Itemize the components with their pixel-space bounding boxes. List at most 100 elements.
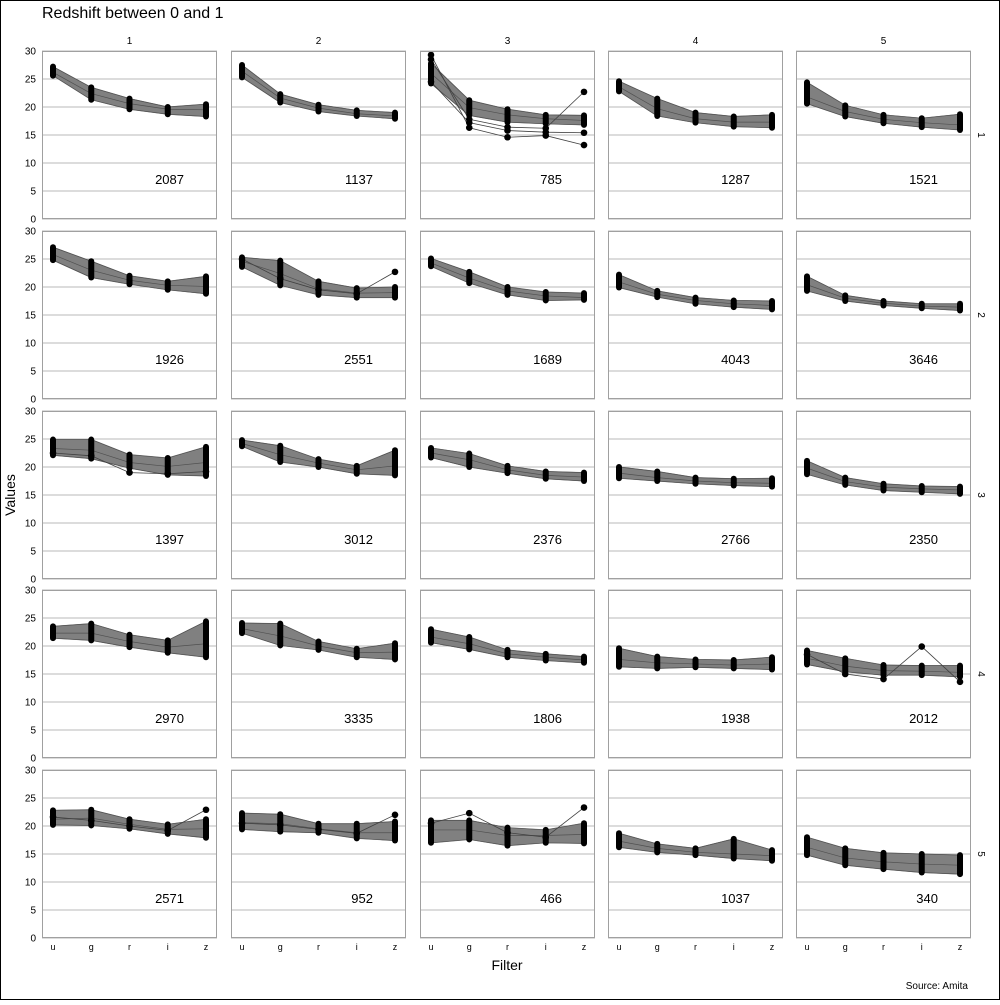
y-tick-label: 20 bbox=[25, 103, 37, 114]
data-point bbox=[880, 675, 887, 683]
column-label: 3 bbox=[505, 36, 511, 47]
x-tick-label: r bbox=[694, 942, 697, 952]
data-point bbox=[391, 268, 399, 276]
panel: 2970 bbox=[42, 589, 217, 759]
panel: 2087 bbox=[42, 50, 217, 220]
y-tick-label: 20 bbox=[25, 463, 37, 474]
data-point bbox=[580, 129, 588, 137]
panel-frame bbox=[231, 770, 406, 938]
panel-count-label: 2766 bbox=[721, 532, 750, 547]
y-tick-label: 25 bbox=[25, 614, 37, 625]
y-tick-label: 5 bbox=[30, 906, 36, 917]
data-point bbox=[542, 128, 550, 136]
panel-count-label: 2551 bbox=[344, 352, 373, 367]
x-tick-label: g bbox=[843, 942, 848, 952]
panel: 3012 bbox=[231, 410, 406, 580]
panel: 466 bbox=[420, 769, 595, 939]
data-point bbox=[391, 811, 399, 819]
x-tick-label: z bbox=[958, 942, 963, 952]
panel-frame bbox=[608, 411, 783, 579]
chart-title: Redshift between 0 and 1 bbox=[42, 5, 224, 22]
y-tick-label: 0 bbox=[30, 575, 36, 586]
panel-count-label: 2087 bbox=[155, 172, 184, 187]
data-point bbox=[465, 809, 473, 817]
x-tick-label: g bbox=[467, 942, 472, 952]
data-point bbox=[276, 821, 284, 829]
y-tick-label: 5 bbox=[30, 547, 36, 558]
panel-count-label: 1037 bbox=[721, 891, 750, 906]
data-point bbox=[580, 141, 588, 149]
panel: 340 bbox=[796, 769, 971, 939]
x-tick-label: r bbox=[128, 942, 131, 952]
y-tick-label: 5 bbox=[30, 726, 36, 737]
y-tick-label: 5 bbox=[30, 187, 36, 198]
x-tick-label: z bbox=[393, 942, 398, 952]
y-tick-label: 25 bbox=[25, 794, 37, 805]
panel-count-label: 1806 bbox=[533, 711, 562, 726]
data-point bbox=[315, 826, 322, 833]
y-tick-label: 5 bbox=[30, 367, 36, 378]
x-tick-label: r bbox=[506, 942, 509, 952]
panel: 1806 bbox=[420, 589, 595, 759]
panel-frame bbox=[796, 231, 971, 399]
panel: 3335 bbox=[231, 589, 406, 759]
y-tick-label: 25 bbox=[25, 435, 37, 446]
panel-count-label: 1521 bbox=[909, 172, 938, 187]
data-point bbox=[504, 829, 511, 837]
panel: 2571 bbox=[42, 769, 217, 939]
y-tick-label: 0 bbox=[30, 215, 36, 226]
y-axis-label: Values bbox=[2, 474, 18, 516]
x-tick-label: i bbox=[167, 942, 169, 952]
data-point bbox=[427, 56, 435, 63]
data-point bbox=[276, 275, 284, 282]
panel-count-label: 2376 bbox=[533, 532, 562, 547]
panel-frame bbox=[796, 51, 971, 219]
panel-frame bbox=[42, 231, 217, 399]
panel-frame bbox=[420, 51, 595, 219]
y-tick-label: 25 bbox=[25, 255, 37, 266]
data-point bbox=[803, 651, 811, 658]
column-label: 4 bbox=[693, 36, 699, 47]
y-tick-label: 10 bbox=[25, 878, 37, 889]
data-point bbox=[49, 813, 57, 821]
panel-count-label: 1287 bbox=[721, 172, 750, 187]
data-point bbox=[504, 127, 511, 134]
panel-frame bbox=[796, 770, 971, 938]
x-tick-label: g bbox=[89, 942, 94, 952]
panel: 1137 bbox=[231, 50, 406, 220]
x-tick-label: z bbox=[204, 942, 209, 952]
data-point bbox=[580, 88, 588, 96]
data-point bbox=[504, 133, 511, 141]
data-point bbox=[49, 449, 57, 457]
x-tick-label: z bbox=[582, 942, 587, 952]
panel-count-label: 2970 bbox=[155, 711, 184, 726]
data-point bbox=[315, 286, 322, 294]
y-tick-label: 15 bbox=[25, 131, 37, 142]
panel: 2350 bbox=[796, 410, 971, 580]
y-tick-label: 15 bbox=[25, 670, 37, 681]
panel-frame bbox=[796, 411, 971, 579]
panel-count-label: 1938 bbox=[721, 711, 750, 726]
panel-count-label: 3646 bbox=[909, 352, 938, 367]
panel: 3646 bbox=[796, 230, 971, 400]
panel-frame bbox=[231, 51, 406, 219]
data-point bbox=[353, 290, 361, 298]
y-tick-label: 20 bbox=[25, 822, 37, 833]
panel-frame bbox=[42, 411, 217, 579]
panel-count-label: 1397 bbox=[155, 532, 184, 547]
panel-count-label: 466 bbox=[540, 891, 562, 906]
column-label: 2 bbox=[316, 36, 322, 47]
y-tick-label: 0 bbox=[30, 754, 36, 765]
panel-frame bbox=[796, 590, 971, 758]
panel-count-label: 785 bbox=[540, 172, 562, 187]
y-tick-label: 0 bbox=[30, 395, 36, 406]
data-point bbox=[164, 470, 172, 478]
panel-frame bbox=[608, 770, 783, 938]
y-tick-label: 10 bbox=[25, 339, 37, 350]
row-label: 1 bbox=[975, 132, 986, 138]
data-point bbox=[427, 78, 435, 86]
data-point bbox=[87, 452, 95, 460]
x-tick-label: u bbox=[428, 942, 433, 952]
x-axis-label: Filter bbox=[491, 957, 522, 973]
